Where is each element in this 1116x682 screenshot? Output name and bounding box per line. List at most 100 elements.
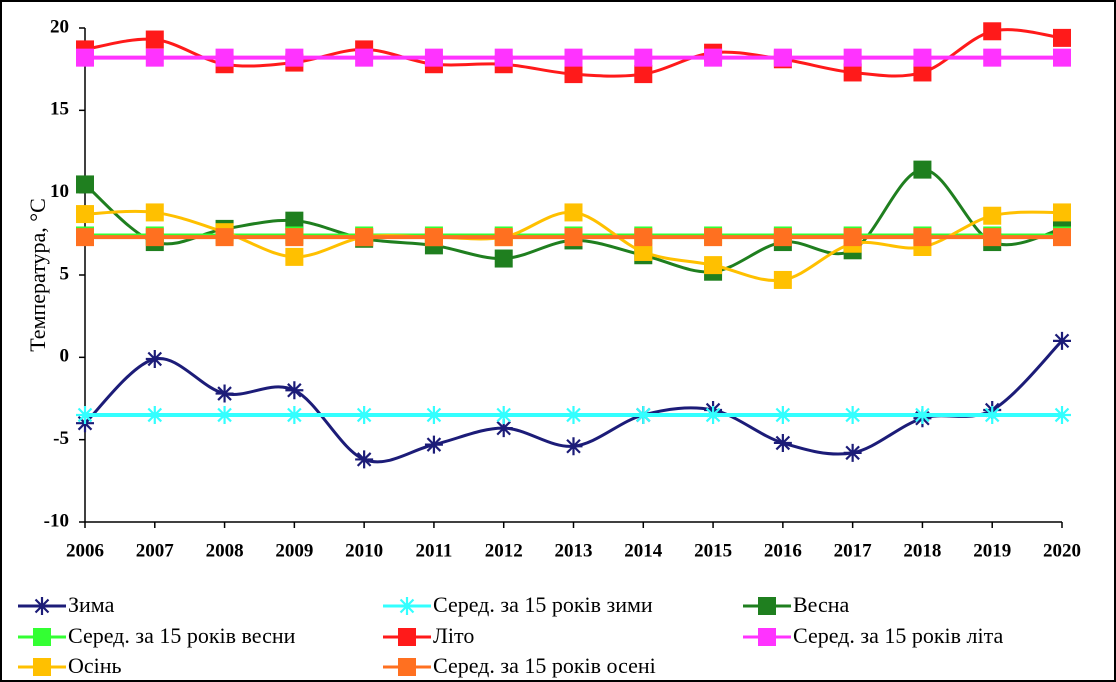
data-point [843, 443, 862, 462]
x-tick-label: 2006 [66, 540, 104, 561]
data-point [704, 256, 723, 275]
data-point [424, 48, 443, 67]
y-tick-label: 0 [60, 346, 70, 367]
data-point [983, 228, 1002, 247]
legend-marker [398, 628, 416, 646]
data-point [285, 381, 304, 400]
data-point [773, 270, 792, 289]
y-tick-label: 5 [60, 263, 70, 284]
data-point [145, 405, 164, 424]
legend-marker [758, 628, 776, 646]
data-point [76, 48, 94, 67]
data-point [145, 48, 164, 67]
x-tick-label: 2011 [415, 540, 452, 561]
data-point [634, 242, 653, 261]
data-point [145, 203, 164, 222]
x-tick-label: 2008 [206, 540, 244, 561]
data-point [76, 175, 94, 194]
legend-label: Серед. за 15 років весни [68, 623, 296, 648]
data-point [424, 435, 443, 454]
data-point [215, 384, 234, 403]
data-point [704, 228, 723, 247]
x-tick-label: 2009 [275, 540, 313, 561]
x-tick-label: 2019 [973, 540, 1011, 561]
data-point [145, 30, 164, 49]
data-point [494, 419, 513, 438]
data-point [1053, 331, 1071, 350]
data-point [76, 205, 94, 224]
data-point [843, 63, 862, 82]
data-point [913, 48, 932, 67]
data-point [285, 247, 304, 266]
y-tick-label: 20 [50, 16, 69, 37]
legend-label: Весна [793, 592, 850, 617]
legend-marker [33, 597, 51, 615]
data-point [983, 22, 1002, 41]
data-point [773, 433, 792, 452]
legend-label: Літо [433, 623, 474, 648]
data-point [494, 48, 513, 67]
x-tick-label: 2007 [136, 540, 175, 561]
data-point [145, 349, 164, 368]
data-point [913, 228, 932, 247]
data-point [355, 450, 374, 469]
legend-label: Зима [68, 592, 115, 617]
data-point [564, 203, 583, 222]
y-tick-label: 15 [50, 99, 69, 120]
data-point [355, 405, 374, 424]
legend-marker [33, 658, 51, 676]
data-point [424, 405, 443, 424]
legend-label: Серед. за 15 років літа [793, 623, 1003, 648]
y-tick-label: -10 [44, 510, 69, 531]
data-point [494, 228, 513, 247]
x-tick-label: 2016 [764, 540, 802, 561]
data-point [704, 48, 723, 67]
data-point [76, 405, 94, 424]
x-tick-label: 2010 [345, 540, 383, 561]
data-point [983, 405, 1002, 424]
data-point [1053, 228, 1071, 247]
data-point [1053, 405, 1071, 424]
data-point [983, 206, 1002, 225]
data-point [355, 48, 374, 67]
data-point [145, 228, 164, 247]
data-point [285, 211, 304, 230]
x-tick-label: 2015 [694, 540, 732, 561]
data-point [913, 160, 932, 179]
legend-marker [33, 628, 51, 646]
x-tick-label: 2020 [1043, 540, 1081, 561]
data-point [634, 48, 653, 67]
x-tick-label: 2013 [555, 540, 593, 561]
data-point [773, 48, 792, 67]
data-point [1053, 203, 1071, 222]
data-point [494, 249, 513, 268]
data-point [843, 228, 862, 247]
data-point [843, 48, 862, 67]
data-point [285, 228, 304, 247]
data-point [1053, 28, 1071, 47]
data-point [564, 228, 583, 247]
data-point [215, 228, 234, 247]
legend-label: Осінь [68, 653, 122, 678]
x-tick-label: 2012 [485, 540, 523, 561]
x-tick-label: 2014 [624, 540, 663, 561]
data-point [634, 65, 653, 84]
legend-marker [398, 597, 416, 615]
legend-marker [398, 658, 416, 676]
x-tick-label: 2018 [903, 540, 941, 561]
data-point [285, 405, 304, 424]
data-point [564, 48, 583, 67]
data-point [215, 48, 234, 67]
legend-label: Серед. за 15 років зими [433, 592, 653, 617]
data-point [843, 405, 862, 424]
data-point [494, 405, 513, 424]
data-point [773, 405, 792, 424]
data-point [564, 405, 583, 424]
data-point [913, 405, 932, 424]
data-point [634, 228, 653, 247]
data-point [76, 228, 94, 247]
y-tick-label: -5 [53, 428, 69, 449]
data-point [1053, 48, 1071, 67]
